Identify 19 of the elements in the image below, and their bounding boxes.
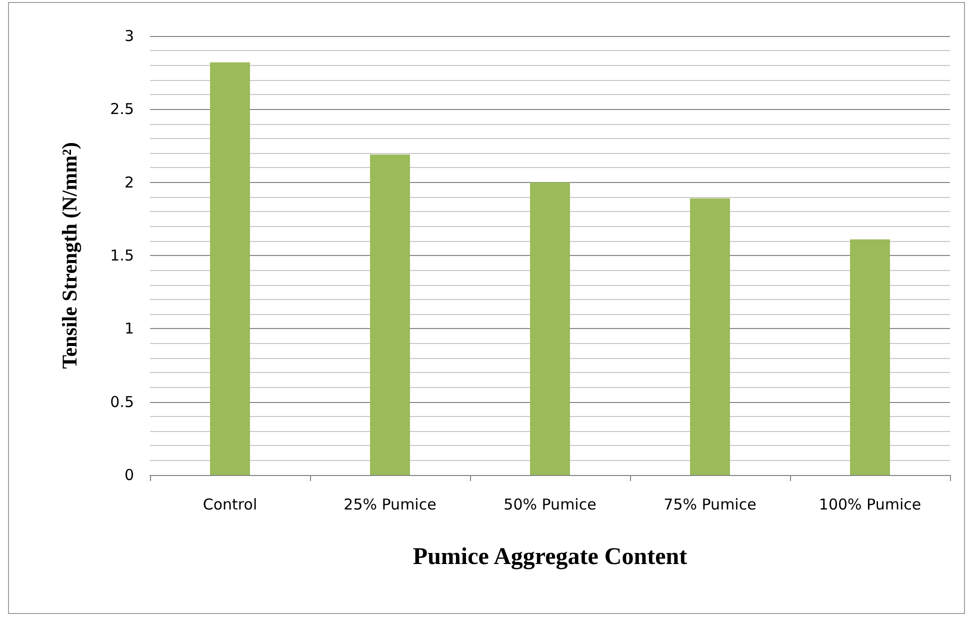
x-tick-label: 100% Pumice — [818, 496, 922, 514]
x-tick-label: 25% Pumice — [344, 496, 436, 514]
y-tick-label: 0.5 — [110, 392, 134, 411]
y-tick-label: 1 — [124, 320, 134, 338]
x-axis-title: Pumice Aggregate Content — [412, 544, 688, 570]
y-tick-label: 2 — [124, 173, 134, 192]
x-tick-label: 50% Pumice — [504, 496, 596, 514]
y-tick-label: 0 — [124, 466, 134, 484]
bar — [850, 239, 890, 475]
bar — [210, 62, 250, 475]
y-tick-label: 3 — [124, 27, 134, 45]
bar — [530, 182, 570, 475]
y-axis-title: Tensile Strength (N/mm²) — [58, 142, 82, 369]
y-tick-label: 2.5 — [110, 100, 134, 118]
y-tick-label: 1.5 — [110, 246, 134, 264]
bar — [370, 154, 410, 475]
x-tick-label: 75% Pumice — [664, 496, 756, 514]
bar — [690, 198, 730, 475]
x-tick-label: Control — [202, 496, 258, 514]
